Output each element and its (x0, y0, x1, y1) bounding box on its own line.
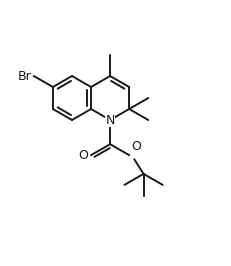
Text: O: O (131, 140, 141, 153)
Text: O: O (78, 149, 88, 162)
Text: Br: Br (18, 69, 32, 82)
Text: N: N (105, 114, 115, 127)
